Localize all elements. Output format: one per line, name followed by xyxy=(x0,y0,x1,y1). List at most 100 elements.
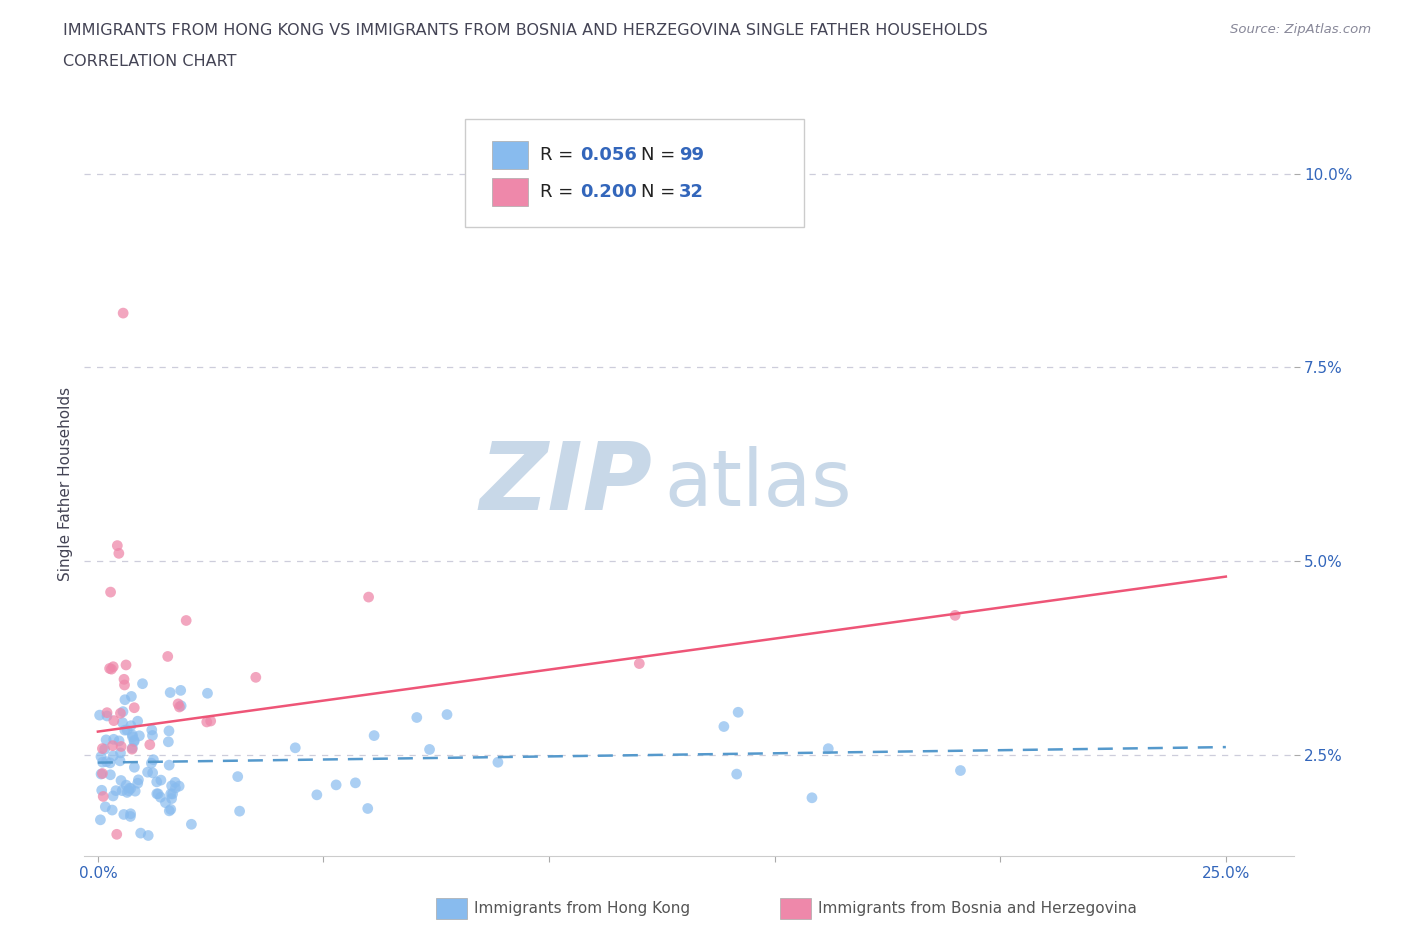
Point xyxy=(195,714,218,729)
Point xyxy=(129,826,152,841)
Point xyxy=(157,758,180,773)
Point xyxy=(90,783,112,798)
Text: 32: 32 xyxy=(679,183,704,201)
Point xyxy=(141,756,163,771)
Point xyxy=(405,710,427,724)
Point xyxy=(142,752,165,767)
Point xyxy=(103,749,125,764)
Point xyxy=(100,662,122,677)
Text: CORRELATION CHART: CORRELATION CHART xyxy=(63,54,236,69)
Point xyxy=(725,766,748,781)
Point xyxy=(713,719,735,734)
Point xyxy=(118,783,141,798)
Point xyxy=(120,718,142,733)
Point xyxy=(112,671,135,686)
Point xyxy=(127,776,149,790)
Text: 99: 99 xyxy=(679,146,704,164)
Point xyxy=(115,777,138,792)
Point xyxy=(114,692,136,707)
Point xyxy=(160,778,183,793)
Text: R =: R = xyxy=(540,146,579,164)
Point xyxy=(149,790,172,804)
Point xyxy=(344,776,367,790)
FancyBboxPatch shape xyxy=(465,119,804,227)
Point xyxy=(93,742,115,757)
Point xyxy=(228,804,250,818)
Point xyxy=(139,737,162,752)
Point xyxy=(200,713,222,728)
Point xyxy=(91,755,114,770)
Point xyxy=(817,741,839,756)
Point xyxy=(90,766,112,781)
Point xyxy=(131,676,153,691)
Point xyxy=(141,723,163,737)
Point xyxy=(101,738,124,753)
Point xyxy=(101,803,124,817)
Point xyxy=(91,766,114,781)
Point xyxy=(108,753,131,768)
Point xyxy=(118,781,141,796)
Point xyxy=(98,755,121,770)
Point xyxy=(115,723,138,737)
Point xyxy=(159,787,181,802)
Point xyxy=(114,678,136,693)
Point xyxy=(363,728,385,743)
Point xyxy=(943,608,966,623)
Point xyxy=(305,788,328,803)
Text: ZIP: ZIP xyxy=(479,438,652,529)
Point xyxy=(105,827,128,842)
Point xyxy=(111,783,134,798)
Point xyxy=(124,760,146,775)
Point xyxy=(91,741,114,756)
Point xyxy=(136,828,159,843)
Point xyxy=(96,754,118,769)
Point xyxy=(156,649,179,664)
Point xyxy=(110,739,132,754)
Point xyxy=(245,670,267,684)
Point xyxy=(419,742,441,757)
Point xyxy=(160,791,183,806)
Point xyxy=(101,789,124,804)
Point xyxy=(89,813,111,828)
Text: N =: N = xyxy=(641,146,681,164)
Point xyxy=(100,585,122,600)
Point xyxy=(115,658,138,672)
Point xyxy=(180,817,202,831)
Point xyxy=(157,724,180,738)
Point xyxy=(110,773,132,788)
Point xyxy=(121,742,143,757)
Point xyxy=(159,685,181,700)
Point xyxy=(165,780,187,795)
Point xyxy=(108,546,131,561)
Point xyxy=(162,787,184,802)
Point xyxy=(103,732,125,747)
Point xyxy=(142,765,165,780)
Point xyxy=(120,689,142,704)
Text: 0.200: 0.200 xyxy=(581,183,637,201)
Point xyxy=(145,775,167,790)
Point xyxy=(165,775,187,790)
Point xyxy=(104,783,127,798)
Point xyxy=(94,733,117,748)
Point xyxy=(357,590,380,604)
Point xyxy=(122,734,145,749)
Point xyxy=(486,755,509,770)
Point xyxy=(124,784,146,799)
Y-axis label: Single Father Households: Single Father Households xyxy=(58,387,73,580)
Point xyxy=(128,728,150,743)
Point xyxy=(169,699,191,714)
Point xyxy=(727,705,749,720)
Point xyxy=(800,790,823,805)
Point xyxy=(96,709,118,724)
Text: 0.056: 0.056 xyxy=(581,146,637,164)
Point xyxy=(108,734,131,749)
Point xyxy=(120,809,142,824)
Point xyxy=(111,704,134,719)
Point xyxy=(170,683,193,698)
Point xyxy=(110,746,132,761)
Point xyxy=(111,715,134,730)
Point xyxy=(146,787,169,802)
Point xyxy=(436,707,458,722)
Point xyxy=(120,781,142,796)
Point xyxy=(325,777,347,792)
